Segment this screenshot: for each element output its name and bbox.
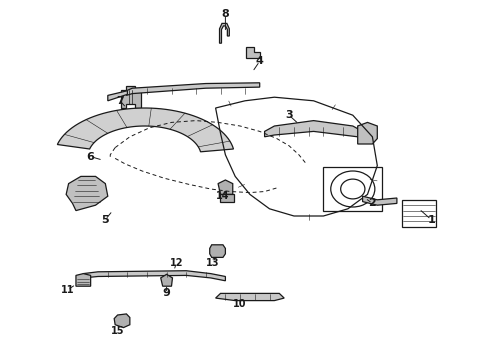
- Text: 11: 11: [61, 285, 74, 295]
- Polygon shape: [108, 91, 127, 101]
- Text: 2: 2: [368, 198, 376, 208]
- Polygon shape: [246, 47, 260, 58]
- Text: 9: 9: [163, 288, 171, 298]
- Polygon shape: [220, 194, 234, 202]
- Polygon shape: [220, 23, 229, 43]
- Text: 14: 14: [216, 191, 230, 201]
- Text: 10: 10: [233, 299, 247, 309]
- Polygon shape: [57, 108, 233, 152]
- Polygon shape: [218, 180, 233, 194]
- Text: 4: 4: [256, 56, 264, 66]
- Polygon shape: [76, 274, 91, 286]
- Text: 3: 3: [285, 110, 293, 120]
- Text: 5: 5: [101, 215, 109, 225]
- Polygon shape: [83, 271, 225, 281]
- Text: 8: 8: [221, 9, 229, 19]
- Text: 7: 7: [116, 96, 124, 106]
- Text: 15: 15: [111, 326, 124, 336]
- Text: 1: 1: [427, 215, 435, 225]
- Text: 13: 13: [206, 258, 220, 268]
- Polygon shape: [265, 121, 363, 137]
- Polygon shape: [210, 245, 225, 257]
- Text: 6: 6: [87, 152, 95, 162]
- Polygon shape: [66, 176, 108, 211]
- Polygon shape: [216, 293, 284, 301]
- Polygon shape: [121, 86, 141, 108]
- Polygon shape: [161, 274, 172, 286]
- Text: 12: 12: [170, 258, 183, 268]
- Polygon shape: [126, 83, 260, 95]
- Polygon shape: [358, 122, 377, 144]
- Polygon shape: [114, 314, 130, 328]
- Polygon shape: [363, 196, 397, 205]
